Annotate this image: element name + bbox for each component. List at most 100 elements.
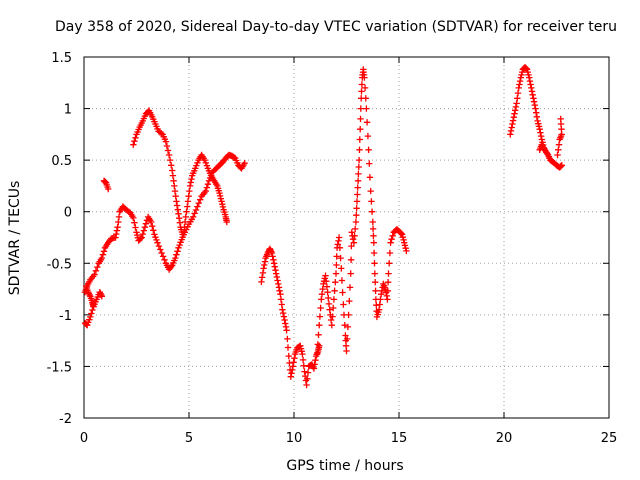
data-point [345,311,352,319]
data-point [260,265,267,272]
data-point [284,335,291,343]
data-point [536,126,543,133]
data-point [173,251,180,258]
data-point [373,302,380,309]
data-point [362,95,369,102]
series-arc6 [180,151,230,236]
data-point [537,132,545,140]
data-point [317,304,324,312]
data-point [172,193,179,200]
data-point [133,229,140,236]
data-point [314,341,321,348]
data-point [84,322,91,329]
data-point [162,138,170,145]
series-arc3 [82,282,97,310]
data-point [357,115,364,123]
data-point [275,280,282,288]
data-point [190,213,197,221]
data-point [219,203,227,211]
data-point [353,198,361,205]
data-point [354,177,362,184]
data-point [329,313,336,320]
data-point [272,270,280,277]
data-point [401,242,409,249]
data-point [330,296,338,303]
data-point [352,225,359,233]
data-point [522,64,529,72]
data-point [356,146,363,153]
data-point [139,230,146,238]
data-point [527,81,534,88]
x-axis-label: GPS time / hours [286,458,403,474]
data-point [270,260,278,267]
data-point [336,244,344,251]
data-point [526,77,534,85]
y-tick-label: -2 [59,412,72,427]
data-point [347,270,354,277]
data-point [130,141,137,148]
data-point [310,365,318,372]
data-point [279,309,287,317]
data-point [130,214,137,222]
data-point [328,322,335,329]
data-point [281,316,288,324]
data-point [194,159,201,167]
data-point [261,261,268,269]
data-point [528,84,535,92]
data-point [514,89,522,97]
data-point [344,323,352,331]
data-point [269,253,276,260]
data-point [398,231,406,238]
data-point [509,117,517,124]
data-point [512,107,519,114]
data-point [149,223,156,230]
data-point [532,105,539,112]
data-point [333,253,340,260]
data-point [351,232,358,239]
data-point [318,291,326,298]
data-point [194,203,201,210]
data-point [170,177,177,184]
data-point [363,105,370,112]
data-point [87,313,94,321]
series-arc7 [258,245,323,389]
data-point [100,248,108,255]
data-point [537,129,544,136]
data-point [533,113,541,120]
data-point [113,227,121,234]
data-point [403,247,410,255]
data-point [299,356,307,364]
y-tick-label: -1 [59,309,72,324]
data-point [535,123,543,130]
data-point [372,287,379,294]
data-point [300,362,307,369]
data-points [81,64,565,389]
data-point [344,335,351,343]
data-point [370,249,378,257]
data-point [346,284,354,291]
y-tick-label: 0.5 [51,154,72,169]
x-tick-label: 15 [391,431,408,446]
data-point [154,239,161,246]
data-point [526,74,533,81]
y-tick-label: -1.5 [47,360,72,375]
chart-title: Day 358 of 2020, Sidereal Day-to-day VTE… [55,19,617,35]
data-point [89,306,96,314]
data-point [202,187,209,195]
data-point [366,174,374,181]
data-point [323,283,331,290]
data-point [324,289,331,296]
data-point [327,316,335,324]
data-point [173,202,181,209]
data-point [385,270,392,277]
data-point [138,234,145,241]
data-point [174,206,181,213]
data-point [316,342,323,349]
data-point [142,220,150,227]
data-point [159,253,167,260]
data-point [334,241,341,248]
data-point [347,256,355,263]
data-point [340,301,347,308]
data-point [375,306,383,313]
